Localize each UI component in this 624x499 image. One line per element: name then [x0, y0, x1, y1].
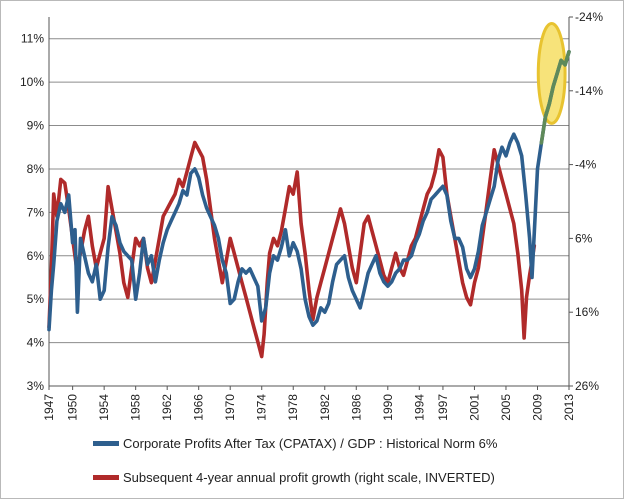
y-right-tick-label: -4%: [575, 158, 597, 172]
x-tick-label: 2013: [562, 394, 576, 421]
x-tick-label: 1954: [97, 394, 111, 421]
x-tick-label: 1994: [412, 394, 426, 421]
series-line-profits: [47, 49, 571, 332]
x-tick-label: 1958: [129, 394, 143, 421]
x-tick-label: 2009: [530, 394, 544, 421]
y-right-tick-label: 26%: [575, 379, 599, 393]
legend-label-growth: Subsequent 4-year annual profit growth (…: [123, 469, 495, 485]
x-tick-label: 1970: [223, 394, 237, 421]
x-tick-label: 1950: [66, 394, 80, 421]
y-right-tick-label: 6%: [575, 231, 593, 245]
highlight-ellipse: [536, 22, 567, 125]
y-left-tick-label: 9%: [27, 119, 45, 133]
y-left-tick-label: 4%: [27, 336, 45, 350]
legend-swatch-growth: [93, 474, 119, 480]
x-tick-label: 1978: [286, 394, 300, 421]
x-tick-label: 1990: [381, 394, 395, 421]
x-tick-label: 1962: [160, 394, 174, 421]
y-left-tick-label: 11%: [21, 32, 44, 46]
legend-item-growth: Subsequent 4-year annual profit growth (…: [93, 467, 495, 487]
legend-item-profits: Corporate Profits After Tax (CPATAX) / G…: [93, 433, 497, 453]
y-left-tick-label: 5%: [27, 292, 45, 306]
x-tick-label: 1986: [349, 394, 363, 421]
x-tick-label: 1974: [255, 394, 269, 421]
y-left-tick-label: 6%: [27, 249, 45, 263]
x-tick-label: 1966: [192, 394, 206, 421]
y-left-tick-label: 3%: [27, 379, 45, 393]
y-left-tick-label: 8%: [27, 162, 45, 176]
x-tick-label: 2001: [467, 394, 481, 421]
x-tick-label: 2005: [499, 394, 513, 421]
y-left-tick-label: 10%: [20, 75, 44, 89]
y-left-tick-label: 7%: [27, 205, 45, 219]
x-tick-label: 1997: [436, 394, 450, 421]
x-tick-label: 1982: [318, 394, 332, 421]
legend-label-profits: Corporate Profits After Tax (CPATAX) / G…: [123, 435, 498, 451]
y-right-tick-label: 16%: [575, 305, 599, 319]
series-line-growth: [47, 140, 537, 359]
legend-swatch-profits: [93, 440, 119, 446]
series-line-profits-highlighted: [539, 49, 571, 145]
y-right-tick-label: -24%: [575, 10, 603, 24]
y-right-tick-label: -14%: [575, 84, 603, 98]
x-tick-label: 1947: [42, 394, 56, 421]
